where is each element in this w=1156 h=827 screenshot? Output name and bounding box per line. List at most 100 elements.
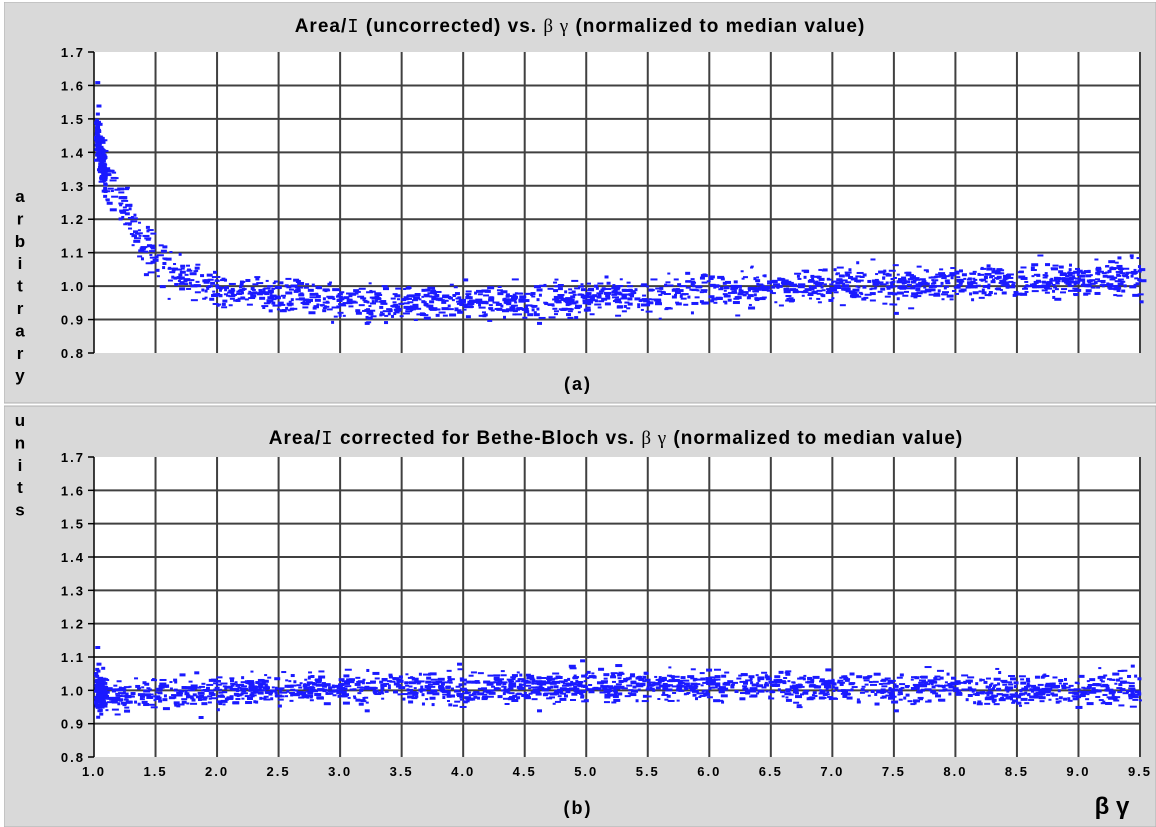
data-point bbox=[581, 700, 587, 703]
data-point bbox=[146, 695, 154, 699]
data-point bbox=[152, 678, 156, 681]
data-point bbox=[959, 269, 964, 273]
data-point bbox=[1044, 684, 1052, 688]
data-point-outlier bbox=[463, 278, 469, 282]
data-point bbox=[934, 279, 939, 282]
data-point bbox=[859, 276, 865, 279]
data-point bbox=[377, 297, 382, 300]
data-point bbox=[475, 298, 483, 302]
data-point bbox=[302, 306, 309, 309]
data-point bbox=[617, 692, 623, 696]
data-point bbox=[534, 682, 538, 685]
data-point bbox=[1117, 278, 1124, 281]
data-point bbox=[938, 689, 946, 692]
data-point bbox=[523, 680, 527, 684]
data-point bbox=[490, 681, 496, 684]
data-point bbox=[921, 280, 927, 283]
data-point bbox=[1058, 270, 1064, 274]
data-point bbox=[596, 292, 604, 295]
data-point bbox=[942, 291, 950, 294]
data-point bbox=[1094, 689, 1102, 693]
x-tick-label: 5.5 bbox=[636, 764, 660, 779]
data-point bbox=[102, 168, 107, 172]
data-point bbox=[841, 282, 846, 285]
y-tick-label: 1.0 bbox=[61, 683, 85, 698]
data-point bbox=[937, 684, 944, 687]
data-point bbox=[94, 121, 99, 125]
data-point bbox=[1024, 685, 1028, 688]
data-point bbox=[980, 266, 984, 270]
data-point bbox=[1111, 696, 1117, 699]
data-point bbox=[804, 288, 812, 292]
data-point bbox=[1002, 683, 1008, 686]
data-point bbox=[188, 680, 193, 683]
data-point bbox=[680, 293, 687, 296]
data-point bbox=[641, 700, 649, 703]
data-point bbox=[226, 294, 231, 297]
data-point bbox=[462, 305, 468, 308]
data-point bbox=[903, 696, 907, 700]
data-point bbox=[628, 676, 632, 680]
data-point bbox=[684, 687, 689, 691]
data-point bbox=[958, 689, 962, 692]
data-point bbox=[839, 681, 846, 684]
data-point bbox=[661, 693, 669, 696]
data-point bbox=[237, 694, 241, 697]
data-point bbox=[597, 293, 602, 297]
data-point bbox=[757, 679, 761, 682]
data-point bbox=[464, 696, 472, 700]
data-point bbox=[503, 688, 511, 692]
data-point bbox=[958, 681, 965, 684]
data-point bbox=[1112, 678, 1116, 681]
figure: Area/I (uncorrected) vs. β γ (normalized… bbox=[4, 2, 1156, 827]
data-point bbox=[396, 678, 403, 681]
data-point bbox=[992, 687, 996, 691]
data-point bbox=[1102, 683, 1109, 686]
data-point bbox=[720, 286, 724, 289]
data-point bbox=[562, 682, 569, 685]
data-point bbox=[889, 695, 897, 698]
data-point bbox=[99, 698, 104, 702]
data-point bbox=[908, 307, 915, 310]
data-point bbox=[342, 314, 346, 317]
data-point bbox=[451, 299, 455, 302]
data-point bbox=[1101, 272, 1107, 275]
data-point bbox=[730, 287, 736, 291]
y-tick-label: 1.6 bbox=[61, 483, 85, 498]
data-point bbox=[454, 700, 461, 703]
data-point bbox=[379, 305, 384, 309]
data-point bbox=[1086, 702, 1094, 706]
data-point bbox=[347, 680, 355, 684]
data-point bbox=[761, 296, 767, 299]
data-point bbox=[94, 671, 99, 675]
data-point bbox=[1000, 269, 1005, 272]
data-point bbox=[665, 688, 673, 692]
data-point bbox=[456, 302, 461, 305]
data-point bbox=[646, 285, 650, 288]
data-point bbox=[391, 304, 397, 308]
data-point bbox=[850, 682, 856, 685]
data-point bbox=[1055, 698, 1059, 701]
data-point bbox=[118, 217, 123, 221]
data-point bbox=[598, 300, 605, 303]
data-point bbox=[210, 281, 216, 285]
data-point bbox=[396, 298, 400, 301]
data-point bbox=[194, 671, 200, 675]
data-point bbox=[835, 273, 839, 276]
data-point bbox=[213, 270, 218, 274]
data-point bbox=[332, 694, 337, 697]
data-point bbox=[1058, 682, 1062, 685]
data-point bbox=[1083, 292, 1091, 295]
data-point bbox=[487, 319, 493, 322]
data-point bbox=[904, 685, 910, 688]
data-point bbox=[528, 692, 533, 695]
data-point bbox=[1045, 682, 1052, 685]
data-point bbox=[307, 676, 311, 680]
data-point bbox=[509, 306, 516, 310]
data-point bbox=[366, 311, 373, 314]
data-point bbox=[363, 686, 371, 690]
data-point bbox=[1103, 674, 1108, 677]
data-point bbox=[253, 700, 257, 704]
y-tick-label: 0.8 bbox=[61, 750, 85, 765]
data-point bbox=[128, 685, 132, 688]
